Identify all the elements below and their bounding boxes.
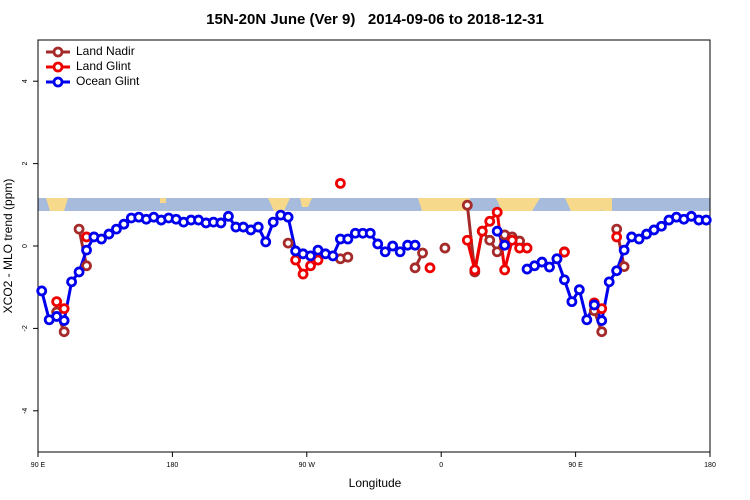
y-tick-label: 2 — [22, 162, 29, 166]
point — [633, 233, 645, 245]
point — [282, 237, 294, 249]
point — [409, 239, 421, 251]
point — [327, 250, 339, 262]
point — [476, 225, 488, 237]
x-tick-label: 90 E — [31, 462, 46, 469]
point — [81, 260, 92, 272]
y-tick-label: 4 — [22, 79, 29, 83]
x-axis-label: Longitude — [349, 476, 402, 490]
point — [222, 210, 234, 222]
point — [267, 216, 279, 228]
point — [596, 315, 608, 326]
point — [118, 218, 130, 230]
x-tick-label: 0 — [439, 462, 443, 469]
x-tick-label: 90 E — [568, 462, 583, 469]
point — [536, 256, 548, 268]
point — [499, 264, 511, 276]
point — [58, 315, 70, 326]
point — [551, 253, 563, 265]
point — [588, 299, 600, 311]
point — [499, 239, 511, 251]
legend-label: Land Glint — [76, 59, 131, 73]
point — [491, 246, 503, 258]
point — [611, 265, 623, 277]
map-ocean — [38, 198, 710, 211]
legend-marker — [52, 76, 64, 88]
point — [305, 250, 316, 262]
map-strip — [38, 198, 710, 211]
point — [364, 227, 376, 239]
point — [559, 246, 570, 258]
point — [581, 314, 593, 326]
point — [484, 215, 496, 227]
point — [566, 296, 578, 308]
point — [342, 251, 354, 263]
point — [491, 206, 503, 218]
legend-marker — [52, 46, 64, 58]
point — [81, 244, 92, 256]
point — [103, 228, 115, 240]
point — [252, 221, 264, 233]
point — [521, 242, 533, 254]
point — [334, 177, 346, 189]
point — [469, 264, 481, 276]
point — [618, 244, 630, 256]
point — [596, 326, 608, 338]
point — [372, 238, 384, 250]
point — [409, 262, 421, 274]
point — [111, 223, 122, 235]
point — [36, 285, 48, 297]
point — [417, 247, 428, 259]
point — [96, 233, 107, 245]
point — [484, 234, 496, 246]
point — [394, 246, 406, 258]
point — [559, 274, 570, 286]
point — [387, 240, 399, 252]
point — [700, 214, 712, 226]
legend-label: Land Nadir — [76, 44, 135, 58]
point — [573, 284, 585, 296]
point — [424, 262, 436, 274]
point — [461, 234, 473, 246]
point — [297, 268, 309, 280]
y-tick-label: 0 — [22, 244, 29, 248]
point — [66, 276, 77, 288]
y-tick-label: -4 — [22, 408, 29, 414]
legend-label: Ocean Glint — [76, 74, 140, 88]
point — [282, 211, 294, 223]
point — [342, 233, 354, 245]
point — [603, 276, 615, 288]
point — [58, 303, 70, 315]
point — [461, 199, 473, 211]
point — [51, 296, 63, 308]
point — [290, 254, 302, 266]
x-tick-label: 90 W — [299, 462, 316, 469]
x-tick-label: 180 — [167, 462, 179, 469]
point — [58, 326, 70, 338]
point — [73, 266, 85, 278]
point — [439, 242, 451, 254]
point — [506, 234, 518, 246]
point — [305, 260, 316, 272]
legend-marker — [52, 61, 64, 73]
y-tick-label: -2 — [22, 325, 29, 331]
point — [656, 220, 667, 232]
point — [379, 246, 391, 258]
point — [611, 231, 623, 243]
point — [73, 223, 85, 235]
x-tick-label: 180 — [704, 462, 716, 469]
chart-title: 15N-20N June (Ver 9) 2014-09-06 to 2018-… — [206, 11, 544, 28]
y-axis-label: XCO2 - MLO trend (ppm) — [1, 179, 15, 314]
point — [215, 217, 227, 229]
point — [260, 236, 272, 248]
point — [491, 225, 503, 237]
point — [544, 261, 555, 273]
